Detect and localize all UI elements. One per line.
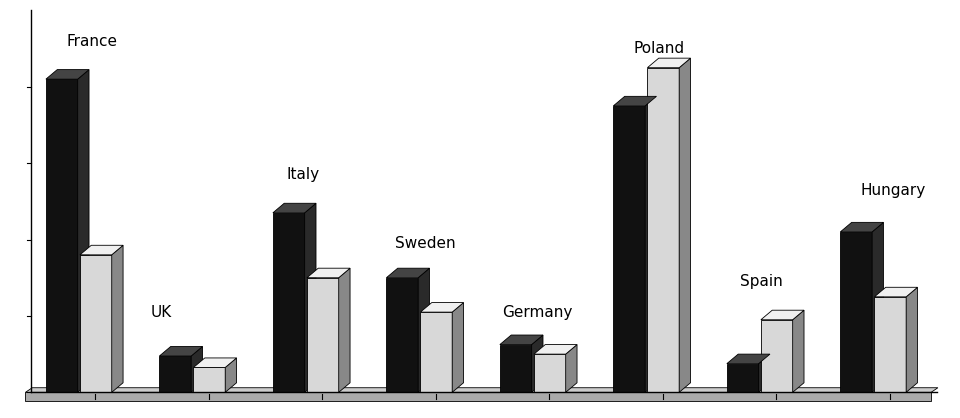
Polygon shape [191, 347, 203, 393]
Polygon shape [159, 347, 203, 356]
Bar [46, 79, 78, 393]
Bar [159, 356, 191, 393]
Bar [840, 232, 872, 393]
Bar [273, 213, 304, 393]
Polygon shape [565, 344, 577, 393]
Bar [386, 278, 419, 393]
Polygon shape [872, 222, 883, 393]
Polygon shape [613, 96, 657, 106]
Polygon shape [761, 310, 804, 320]
Polygon shape [793, 310, 804, 393]
Text: France: France [66, 33, 117, 48]
Polygon shape [647, 58, 690, 68]
Polygon shape [419, 268, 429, 393]
Polygon shape [534, 344, 577, 354]
Polygon shape [46, 70, 89, 79]
Polygon shape [452, 303, 464, 393]
Bar [761, 320, 793, 393]
Bar [613, 106, 645, 393]
Polygon shape [226, 358, 236, 393]
Bar [420, 312, 452, 393]
Polygon shape [420, 303, 464, 312]
Text: Poland: Poland [634, 41, 684, 56]
Bar [875, 297, 906, 393]
Bar [647, 68, 679, 393]
Polygon shape [273, 203, 316, 213]
Text: Italy: Italy [286, 167, 320, 182]
Polygon shape [339, 268, 350, 393]
Bar [193, 367, 226, 393]
Polygon shape [906, 287, 918, 393]
Text: UK: UK [151, 305, 172, 320]
Polygon shape [78, 70, 89, 393]
Polygon shape [26, 388, 938, 393]
Text: Hungary: Hungary [861, 183, 926, 198]
Polygon shape [193, 358, 236, 367]
Polygon shape [307, 268, 350, 278]
Polygon shape [386, 268, 429, 278]
Polygon shape [111, 245, 123, 393]
Text: Sweden: Sweden [396, 236, 456, 251]
Polygon shape [304, 203, 316, 393]
Polygon shape [80, 245, 123, 255]
Bar [307, 278, 339, 393]
Polygon shape [840, 222, 883, 232]
Polygon shape [532, 335, 543, 393]
Text: Germany: Germany [502, 305, 572, 320]
Polygon shape [875, 287, 918, 297]
Bar [727, 364, 758, 393]
Polygon shape [758, 354, 770, 393]
Bar [534, 354, 565, 393]
Bar [80, 255, 111, 393]
Bar [500, 344, 532, 393]
Polygon shape [727, 354, 770, 364]
Polygon shape [679, 58, 690, 393]
Polygon shape [645, 96, 657, 393]
Bar [26, 393, 931, 401]
Text: Spain: Spain [740, 274, 783, 289]
Polygon shape [500, 335, 543, 344]
